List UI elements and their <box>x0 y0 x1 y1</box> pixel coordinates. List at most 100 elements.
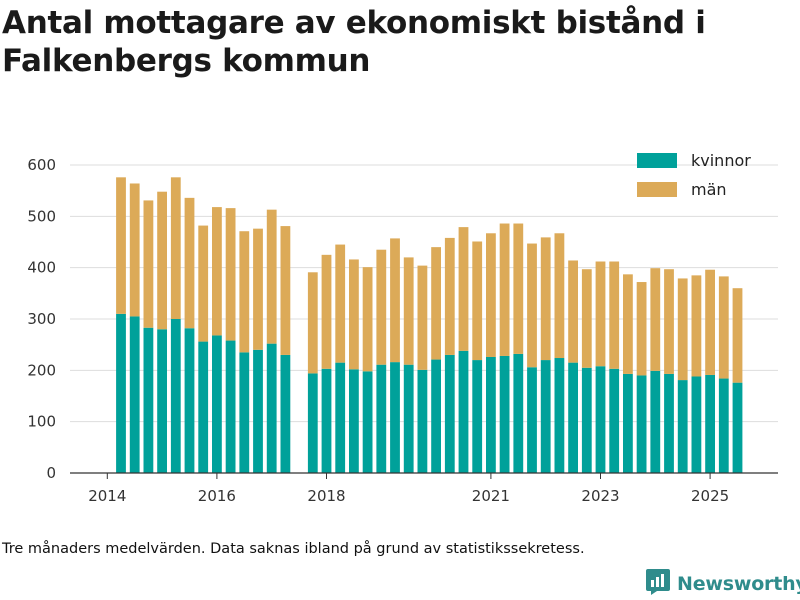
bar-man <box>636 282 647 376</box>
bar-man <box>499 223 510 356</box>
bar-man <box>568 260 578 363</box>
bar-man <box>307 272 318 374</box>
x-tick-label: 2021 <box>472 487 510 505</box>
bar-kvinnor <box>513 353 524 473</box>
bar-kvinnor <box>157 329 167 473</box>
bar-man <box>677 278 688 381</box>
bar-man <box>691 275 702 377</box>
y-tick-label: 100 <box>27 413 56 431</box>
bar-kvinnor <box>732 382 743 473</box>
legend-label: män <box>691 180 727 199</box>
bar-man <box>664 269 674 374</box>
bar-man <box>362 267 373 372</box>
legend-swatch-kvinnor <box>637 153 677 168</box>
bar-man <box>527 243 537 368</box>
x-axis-ticks: 2014 2016 2018 2021 2023 2025 <box>88 473 729 505</box>
y-tick-label: 200 <box>27 361 56 379</box>
bar-man <box>650 268 661 371</box>
bar-kvinnor <box>403 364 414 473</box>
bar-man <box>129 183 140 317</box>
y-tick-label: 600 <box>27 156 56 174</box>
bar-man <box>184 197 195 329</box>
bar-kvinnor <box>184 328 195 473</box>
bar-man <box>431 247 441 360</box>
bar-man <box>212 207 222 336</box>
bar-man <box>170 177 181 319</box>
brand-logo[interactable]: Newsworthy <box>645 569 800 599</box>
bar-kvinnor <box>718 378 729 473</box>
bar-kvinnor <box>650 370 661 473</box>
y-tick-label: 0 <box>46 464 56 482</box>
bar-man <box>321 254 332 369</box>
bar-man <box>198 225 209 342</box>
bar-kvinnor <box>540 360 551 473</box>
y-tick-label: 400 <box>27 259 56 277</box>
bar-man <box>376 249 387 365</box>
bar-kvinnor <box>527 367 537 473</box>
x-tick-label: 2023 <box>581 487 619 505</box>
legend-swatch-man <box>637 182 677 197</box>
bar-kvinnor <box>499 355 510 473</box>
bar-kvinnor <box>198 341 209 473</box>
bar-kvinnor <box>664 373 674 473</box>
bar-man <box>540 237 551 361</box>
bar-kvinnor <box>280 354 291 473</box>
legend: kvinnor män <box>637 151 751 199</box>
bar-kvinnor <box>554 358 565 473</box>
bar-man <box>349 259 359 370</box>
x-tick-label: 2018 <box>307 487 345 505</box>
bar-kvinnor <box>253 349 263 473</box>
chart-title: Antal mottagare av ekonomiskt bistånd i … <box>2 5 706 79</box>
bar-kvinnor <box>307 373 318 473</box>
bar-kvinnor <box>116 313 126 473</box>
bar-kvinnor <box>362 371 373 473</box>
bar-kvinnor <box>349 369 359 473</box>
bar-kvinnor <box>266 343 277 473</box>
bar-man <box>595 261 606 367</box>
bar-kvinnor <box>143 327 154 473</box>
bar-kvinnor <box>239 352 250 473</box>
bar-man <box>732 288 743 383</box>
x-tick-label: 2025 <box>691 487 729 505</box>
bar-man <box>116 177 126 314</box>
bar-kvinnor <box>129 316 140 473</box>
bar-kvinnor <box>212 335 222 473</box>
y-tick-label: 500 <box>27 207 56 225</box>
bar-man <box>444 237 455 355</box>
bar-kvinnor <box>472 360 483 473</box>
bar-man <box>266 209 277 344</box>
bar-man <box>472 241 483 361</box>
bar-man <box>705 269 715 375</box>
bar-kvinnor <box>225 340 236 473</box>
legend-label: kvinnor <box>691 151 751 170</box>
bar-kvinnor <box>486 356 496 473</box>
bar-man <box>390 238 400 363</box>
bar-kvinnor <box>568 362 578 473</box>
x-tick-label: 2014 <box>88 487 126 505</box>
bar-kvinnor <box>390 362 400 473</box>
bar-kvinnor <box>431 359 441 473</box>
bar-kvinnor <box>444 354 455 473</box>
bar-man <box>417 265 428 370</box>
bar-kvinnor <box>677 380 688 473</box>
brand-name: Newsworthy <box>677 573 800 595</box>
bar-kvinnor <box>581 367 592 473</box>
x-tick-label: 2016 <box>198 487 236 505</box>
bar-man <box>513 223 524 354</box>
bar-man <box>623 274 633 374</box>
bar-man <box>157 191 167 330</box>
bar-kvinnor <box>705 374 715 473</box>
bar-kvinnor <box>417 369 428 473</box>
bar-man <box>458 227 469 351</box>
bar-kvinnor <box>376 364 387 473</box>
bar-man <box>335 244 346 363</box>
bar-man <box>718 276 729 379</box>
bar-man <box>554 233 565 359</box>
bar-man <box>486 233 496 357</box>
y-axis-ticks: 0 100 200 300 400 500 600 <box>27 156 56 482</box>
bar-kvinnor <box>170 319 181 473</box>
bar-kvinnor <box>623 373 633 473</box>
bar-kvinnor <box>335 362 346 473</box>
bar-kvinnor <box>458 350 469 473</box>
